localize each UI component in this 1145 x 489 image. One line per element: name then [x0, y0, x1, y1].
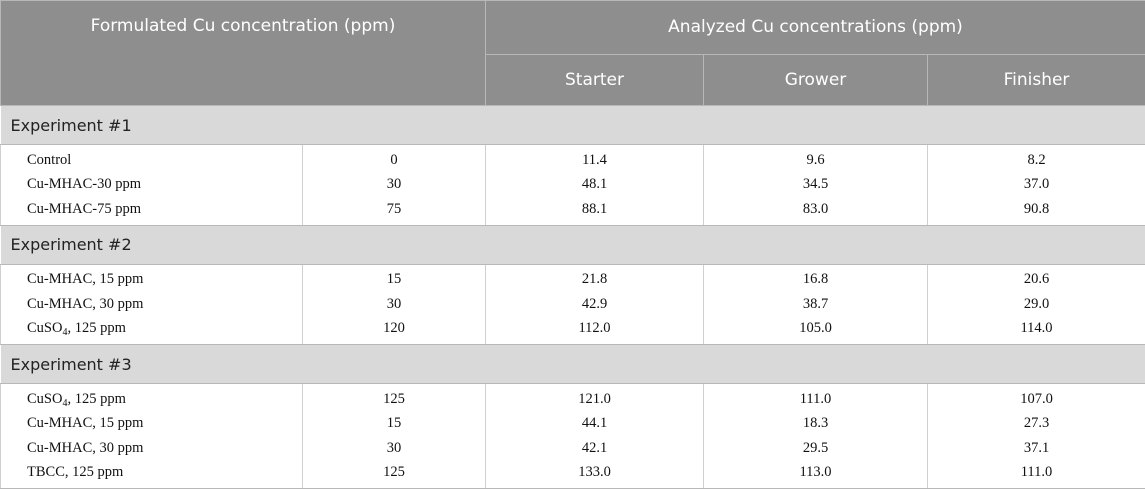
formulated-value: 30 [303, 173, 486, 198]
treatment-name: Cu-MHAC, 15 ppm [1, 412, 303, 437]
formulated-value: 0 [303, 145, 486, 173]
finisher-value: 37.0 [928, 173, 1145, 198]
table-row: Cu-MHAC-30 ppm 30 48.1 34.5 37.0 [1, 173, 1145, 198]
table-row: Cu-MHAC, 30 ppm 30 42.9 38.7 29.0 [1, 292, 1145, 317]
name-prefix: CuSO [27, 320, 62, 336]
grower-value: 18.3 [704, 412, 928, 437]
grower-value: 111.0 [704, 384, 928, 412]
section-title: Experiment #2 [1, 225, 1145, 264]
starter-value: 88.1 [486, 197, 704, 225]
table-row: CuSO4, 125 ppm 120 112.0 105.0 114.0 [1, 317, 1145, 345]
experiment-2-group: Experiment #2 Cu-MHAC, 15 ppm 15 21.8 16… [1, 225, 1145, 345]
treatment-name: Cu-MHAC, 15 ppm [1, 264, 303, 292]
finisher-value: 111.0 [928, 461, 1145, 489]
starter-value: 11.4 [486, 145, 704, 173]
header-grower: Grower [704, 54, 928, 105]
grower-value: 9.6 [704, 145, 928, 173]
formulated-value: 125 [303, 384, 486, 412]
grower-value: 38.7 [704, 292, 928, 317]
grower-value: 83.0 [704, 197, 928, 225]
treatment-name: Cu-MHAC-30 ppm [1, 173, 303, 198]
starter-value: 21.8 [486, 264, 704, 292]
header-analyzed: Analyzed Cu concentrations (ppm) [486, 1, 1145, 55]
finisher-value: 27.3 [928, 412, 1145, 437]
finisher-value: 90.8 [928, 197, 1145, 225]
name-suffix: , 125 ppm [67, 320, 125, 336]
name-suffix: , 125 ppm [67, 391, 125, 407]
finisher-value: 29.0 [928, 292, 1145, 317]
formulated-value: 15 [303, 264, 486, 292]
finisher-value: 37.1 [928, 436, 1145, 461]
treatment-name: Cu-MHAC-75 ppm [1, 197, 303, 225]
table-row: Cu-MHAC-75 ppm 75 88.1 83.0 90.8 [1, 197, 1145, 225]
starter-value: 133.0 [486, 461, 704, 489]
treatment-name: CuSO4, 125 ppm [1, 384, 303, 412]
starter-value: 121.0 [486, 384, 704, 412]
table-row: CuSO4, 125 ppm 125 121.0 111.0 107.0 [1, 384, 1145, 412]
table-row: Cu-MHAC, 30 ppm 30 42.1 29.5 37.1 [1, 436, 1145, 461]
treatment-name: Cu-MHAC, 30 ppm [1, 292, 303, 317]
header-formulated: Formulated Cu concentration (ppm) [1, 1, 486, 106]
treatment-name: Cu-MHAC, 30 ppm [1, 436, 303, 461]
table-row: Cu-MHAC, 15 ppm 15 44.1 18.3 27.3 [1, 412, 1145, 437]
grower-value: 105.0 [704, 317, 928, 345]
table-row: TBCC, 125 ppm 125 133.0 113.0 111.0 [1, 461, 1145, 489]
treatment-name: TBCC, 125 ppm [1, 461, 303, 489]
grower-value: 29.5 [704, 436, 928, 461]
grower-value: 34.5 [704, 173, 928, 198]
finisher-value: 8.2 [928, 145, 1145, 173]
experiment-3-group: Experiment #3 CuSO4, 125 ppm 125 121.0 1… [1, 345, 1145, 489]
starter-value: 44.1 [486, 412, 704, 437]
header-finisher: Finisher [928, 54, 1145, 105]
table-row: Control 0 11.4 9.6 8.2 [1, 145, 1145, 173]
treatment-name: CuSO4, 125 ppm [1, 317, 303, 345]
formulated-value: 75 [303, 197, 486, 225]
grower-value: 16.8 [704, 264, 928, 292]
experiment-1-group: Experiment #1 Control 0 11.4 9.6 8.2 Cu-… [1, 106, 1145, 226]
header-starter: Starter [486, 54, 704, 105]
formulated-value: 125 [303, 461, 486, 489]
finisher-value: 114.0 [928, 317, 1145, 345]
formulated-value: 30 [303, 436, 486, 461]
starter-value: 42.1 [486, 436, 704, 461]
treatment-name: Control [1, 145, 303, 173]
finisher-value: 107.0 [928, 384, 1145, 412]
starter-value: 112.0 [486, 317, 704, 345]
table-row: Cu-MHAC, 15 ppm 15 21.8 16.8 20.6 [1, 264, 1145, 292]
name-prefix: CuSO [27, 391, 62, 407]
grower-value: 113.0 [704, 461, 928, 489]
starter-value: 48.1 [486, 173, 704, 198]
section-title: Experiment #1 [1, 106, 1145, 145]
formulated-value: 15 [303, 412, 486, 437]
formulated-value: 120 [303, 317, 486, 345]
starter-value: 42.9 [486, 292, 704, 317]
finisher-value: 20.6 [928, 264, 1145, 292]
formulated-value: 30 [303, 292, 486, 317]
section-title: Experiment #3 [1, 345, 1145, 384]
